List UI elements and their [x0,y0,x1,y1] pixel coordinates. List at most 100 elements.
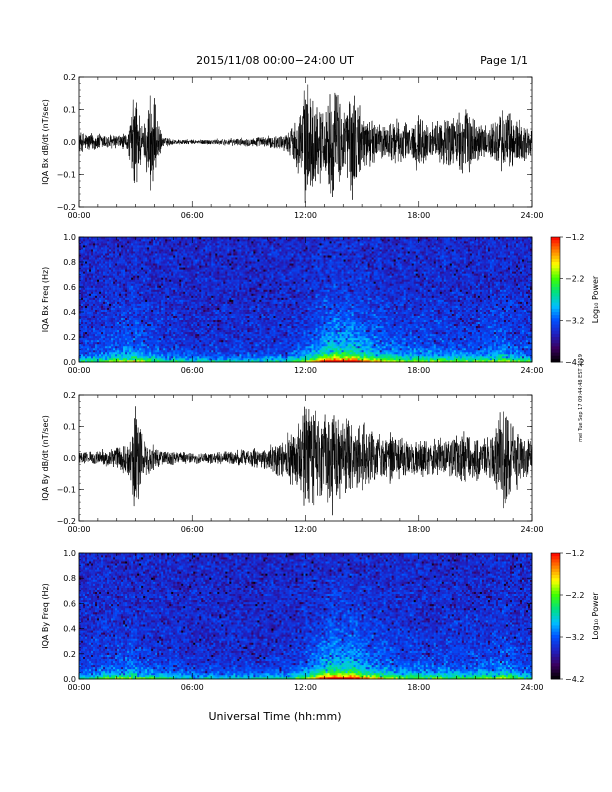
spectrogram-cell [115,243,117,245]
spectrogram-cell [95,279,97,281]
spectrogram-cell [119,275,121,277]
spectrogram-cell [117,342,119,344]
spectrogram-cell [125,336,127,338]
spectrogram-cell [93,326,95,328]
spectrogram-cell [85,352,87,354]
spectrogram-cell [93,243,95,245]
spectrogram-cell [85,336,87,338]
spectrogram-cell [91,358,93,360]
spectrogram-cell [83,269,85,271]
spectrogram-cell [125,358,127,360]
spectrogram-cell [105,336,107,338]
spectrogram-cell [115,336,117,338]
spectrogram-cell [109,328,111,330]
spectrogram-cell [123,243,125,245]
spectrogram-cell [125,310,127,312]
spectrogram-cell [99,291,101,293]
spectrogram-cell [81,352,83,354]
spectrogram-cell [91,279,93,281]
spectrogram-cell [107,306,109,308]
spectrogram-cell [95,326,97,328]
spectrogram-cell [115,247,117,249]
spectrogram-cell [109,338,111,340]
spectrogram-cell [109,275,111,277]
spectrogram-cell [121,310,123,312]
spectrogram-cell [107,289,109,291]
spectrogram-cell [91,269,93,271]
spectrogram-cell [91,326,93,328]
spectrogram-cell [81,285,83,287]
spectrogram-cell [113,263,115,265]
spectrogram-cell [93,316,95,318]
spectrogram-cell [115,263,117,265]
spectrogram-cell [123,310,125,312]
spectrogram-cell [89,269,91,271]
spectrogram-cell [81,332,83,334]
spectrogram-cell [97,322,99,324]
spectrogram-cell [95,295,97,297]
spectrogram-cell [107,291,109,293]
spectrogram-cell [87,285,89,287]
spectrogram-cell [121,283,123,285]
spectrogram-cell [97,243,99,245]
spectrogram-cell [125,338,127,340]
spectrogram-cell [97,291,99,293]
spectrogram-cell [101,259,103,261]
spectrogram-cell [85,358,87,360]
spectrogram-cell [87,306,89,308]
spectrogram-cell [109,289,111,291]
spectrogram-cell [117,336,119,338]
spectrogram-cell [93,328,95,330]
spectrogram-cell [115,316,117,318]
spectrogram-cell [81,316,83,318]
spectrogram-cell [99,295,101,297]
spectrogram-cell [119,243,121,245]
spectrogram-cell [101,338,103,340]
spectrogram-cell [85,306,87,308]
spectrogram-cell [87,336,89,338]
spectrogram-cell [121,346,123,348]
spectrogram-cell [83,348,85,350]
spectrogram-cell [111,328,113,330]
spectrogram-cell [123,295,125,297]
spectrogram-cell [87,316,89,318]
spectrogram-cell [107,275,109,277]
spectrogram-cell [101,302,103,304]
spectrogram-cell [105,354,107,356]
spectrogram-cell [85,354,87,356]
spectrogram-cell [91,338,93,340]
spectrogram-cell [89,316,91,318]
spectrogram-cell [103,332,105,334]
spectrogram-cell [97,249,99,251]
spectrogram-cell [113,332,115,334]
spectrogram-cell [105,255,107,257]
spectrogram-cell [119,338,121,340]
spectrogram-cell [99,269,101,271]
spectrogram-cell [105,263,107,265]
spectrogram-cell [117,263,119,265]
spectrogram-cell [99,326,101,328]
spectrogram-cell [103,348,105,350]
spectrogram-cell [111,318,113,320]
spectrogram-cell [109,336,111,338]
spectrogram-cell [113,249,115,251]
spectrogram-cell [89,239,91,241]
spectrogram-cell [95,358,97,360]
spectrogram-cell [119,265,121,267]
spectrogram-cell [111,285,113,287]
spectrogram-cell [121,291,123,293]
spectrogram-cell [83,306,85,308]
spectrogram-cell [105,338,107,340]
spectrogram-cell [105,328,107,330]
spectrogram-cell [123,346,125,348]
spectrogram-cell [123,279,125,281]
spectrogram-cell [95,318,97,320]
spectrogram-cell [123,239,125,241]
spectrogram-cell [89,358,91,360]
spectrogram-cell [99,275,101,277]
spectrogram-cell [121,263,123,265]
spectrogram-cell [109,283,111,285]
spectrogram-cell [93,289,95,291]
spectrogram-cell [123,255,125,257]
spectrogram-cell [93,239,95,241]
